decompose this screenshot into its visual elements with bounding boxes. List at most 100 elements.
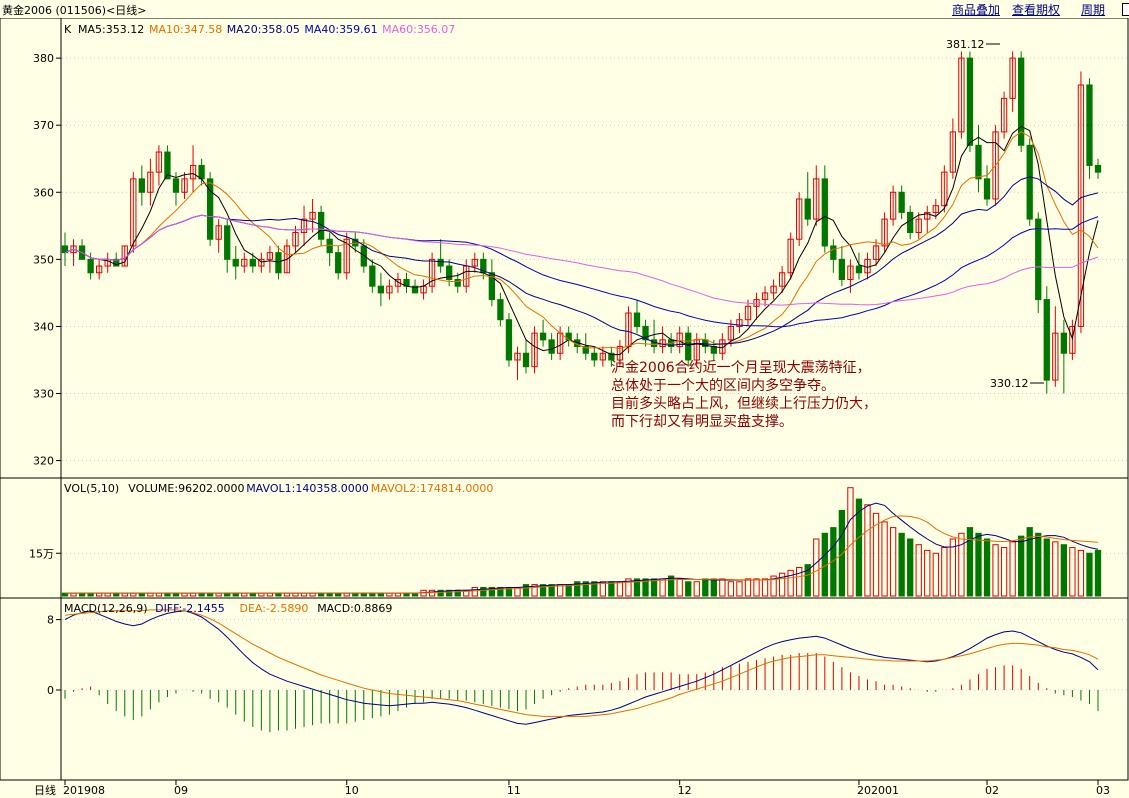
candle-down: [497, 299, 504, 321]
candle-up: [471, 258, 478, 267]
moving-average-lines: [64, 125, 1099, 356]
candle-up: [616, 346, 624, 361]
volume-bar: [958, 532, 965, 597]
candle-down: [61, 245, 69, 254]
period-link[interactable]: 周期: [1081, 3, 1106, 17]
candle-up: [1077, 84, 1085, 327]
macd-tick-label: 8: [47, 614, 54, 627]
volume-bar: [761, 578, 769, 597]
candle-up: [130, 178, 137, 247]
volume-legend-item: VOL(5,10): [64, 482, 119, 495]
x-tick-label: 201908: [63, 784, 105, 797]
high-price-marker: 381.12: [946, 38, 985, 51]
candle-down: [335, 252, 342, 274]
price-tick-label: 320: [33, 455, 54, 468]
candle-down: [838, 258, 846, 280]
volume-tick-label: 15万: [29, 547, 54, 560]
annotation-line-4: 而下行却又有明显买盘支撑。: [611, 413, 793, 430]
x-tick-label: 11: [507, 784, 521, 797]
candle-down: [710, 346, 717, 354]
candle-down: [975, 144, 982, 180]
volume-bar: [770, 575, 777, 597]
volume-bar: [539, 584, 547, 597]
volume-legend-item: MAVOL1:140358.0000: [246, 482, 369, 495]
candle-up: [872, 245, 880, 260]
volume-bar: [437, 589, 444, 597]
volume-bar: [744, 578, 752, 597]
diff-line: [64, 610, 1099, 725]
candle-up: [881, 218, 888, 247]
candle-down: [232, 258, 239, 267]
candle-down: [539, 332, 547, 341]
macd-legend-item: MACD:0.8869: [317, 602, 392, 615]
macd-legend-item: MACD(12,26,9): [64, 602, 148, 615]
volume-legend: VOL(5,10) VOLUME:96202.0000 MAVOL1:140358.…: [64, 482, 493, 495]
candle-down: [1094, 164, 1102, 173]
price-tick-label: 380: [33, 52, 54, 65]
candle-down: [326, 238, 333, 254]
x-axis: 201908 09 10 11 12 202001 02 03: [63, 780, 1110, 797]
candle-up: [915, 218, 922, 234]
volume-bar: [907, 538, 914, 597]
window-edge-button[interactable]: [1122, 3, 1129, 16]
annotation-line-1: 沪金2006合约近一个月呈现大震荡特征，: [611, 360, 871, 376]
volume-legend-item: MAVOL2:174814.0000: [371, 482, 494, 495]
candle-up: [753, 299, 760, 307]
volume-bar: [650, 578, 658, 597]
candle-down: [582, 346, 589, 354]
candle-down: [830, 245, 837, 260]
candle-down: [249, 258, 256, 267]
volume-bar: [1026, 527, 1033, 597]
volume-bar: [983, 538, 991, 597]
volume-bar: [736, 581, 743, 597]
volume-bar: [949, 538, 957, 597]
candle-up: [599, 352, 606, 361]
price-tick-label: 370: [33, 119, 54, 132]
product-overlay-link[interactable]: 商品叠加: [952, 3, 1001, 17]
macd-lines: [64, 609, 1099, 725]
candle-up: [787, 238, 794, 274]
ma5-line: [64, 125, 1099, 356]
view-options-link[interactable]: 查看期权: [1012, 3, 1061, 17]
ma-legend-item: MA40:359.61: [304, 23, 377, 36]
volume-bar: [1086, 552, 1093, 597]
price-y-axis: 380 370 360 350 340 330 320: [33, 52, 61, 468]
price-tick-label: 360: [33, 186, 54, 199]
candle-down: [454, 278, 461, 287]
volume-bar: [1094, 549, 1102, 597]
volume-bar: [616, 581, 624, 597]
macd-tick-label: 0: [47, 684, 54, 697]
volume-bar: [667, 575, 675, 597]
candle-up: [770, 285, 777, 294]
candle-down: [1018, 57, 1025, 146]
volume-bar: [446, 589, 453, 597]
volume-legend-item: VOLUME:96202.0000: [128, 482, 244, 495]
candle-up: [796, 198, 803, 240]
candle-up: [343, 238, 350, 274]
candle-up: [693, 339, 700, 361]
candle-down: [522, 352, 530, 368]
volume-bar: [1060, 544, 1067, 597]
volume-bar: [522, 584, 530, 597]
volume-bar: [864, 504, 871, 597]
macd-histogram: [64, 653, 1099, 733]
ma10-line: [64, 131, 1099, 350]
volume-bar: [1077, 549, 1085, 597]
volume-bar: [633, 578, 641, 597]
volume-bar: [693, 581, 700, 597]
volume-bar: [1035, 532, 1042, 597]
volume-bar: [966, 527, 974, 597]
candle-down: [369, 265, 376, 287]
annotation-line-3: 目前多头略占上风，但继续上行压力仍大，: [611, 395, 877, 412]
candle-up: [394, 278, 402, 287]
candle-up: [96, 265, 103, 274]
candle-down: [206, 178, 214, 240]
volume-bar: [898, 532, 905, 597]
price-tick-label: 330: [33, 388, 54, 401]
volume-bar: [1043, 538, 1050, 597]
candle-down: [1035, 218, 1042, 301]
volume-bar: [574, 581, 581, 597]
candle-down: [907, 211, 914, 234]
ma-legend-item: MA60:356.07: [382, 23, 455, 36]
